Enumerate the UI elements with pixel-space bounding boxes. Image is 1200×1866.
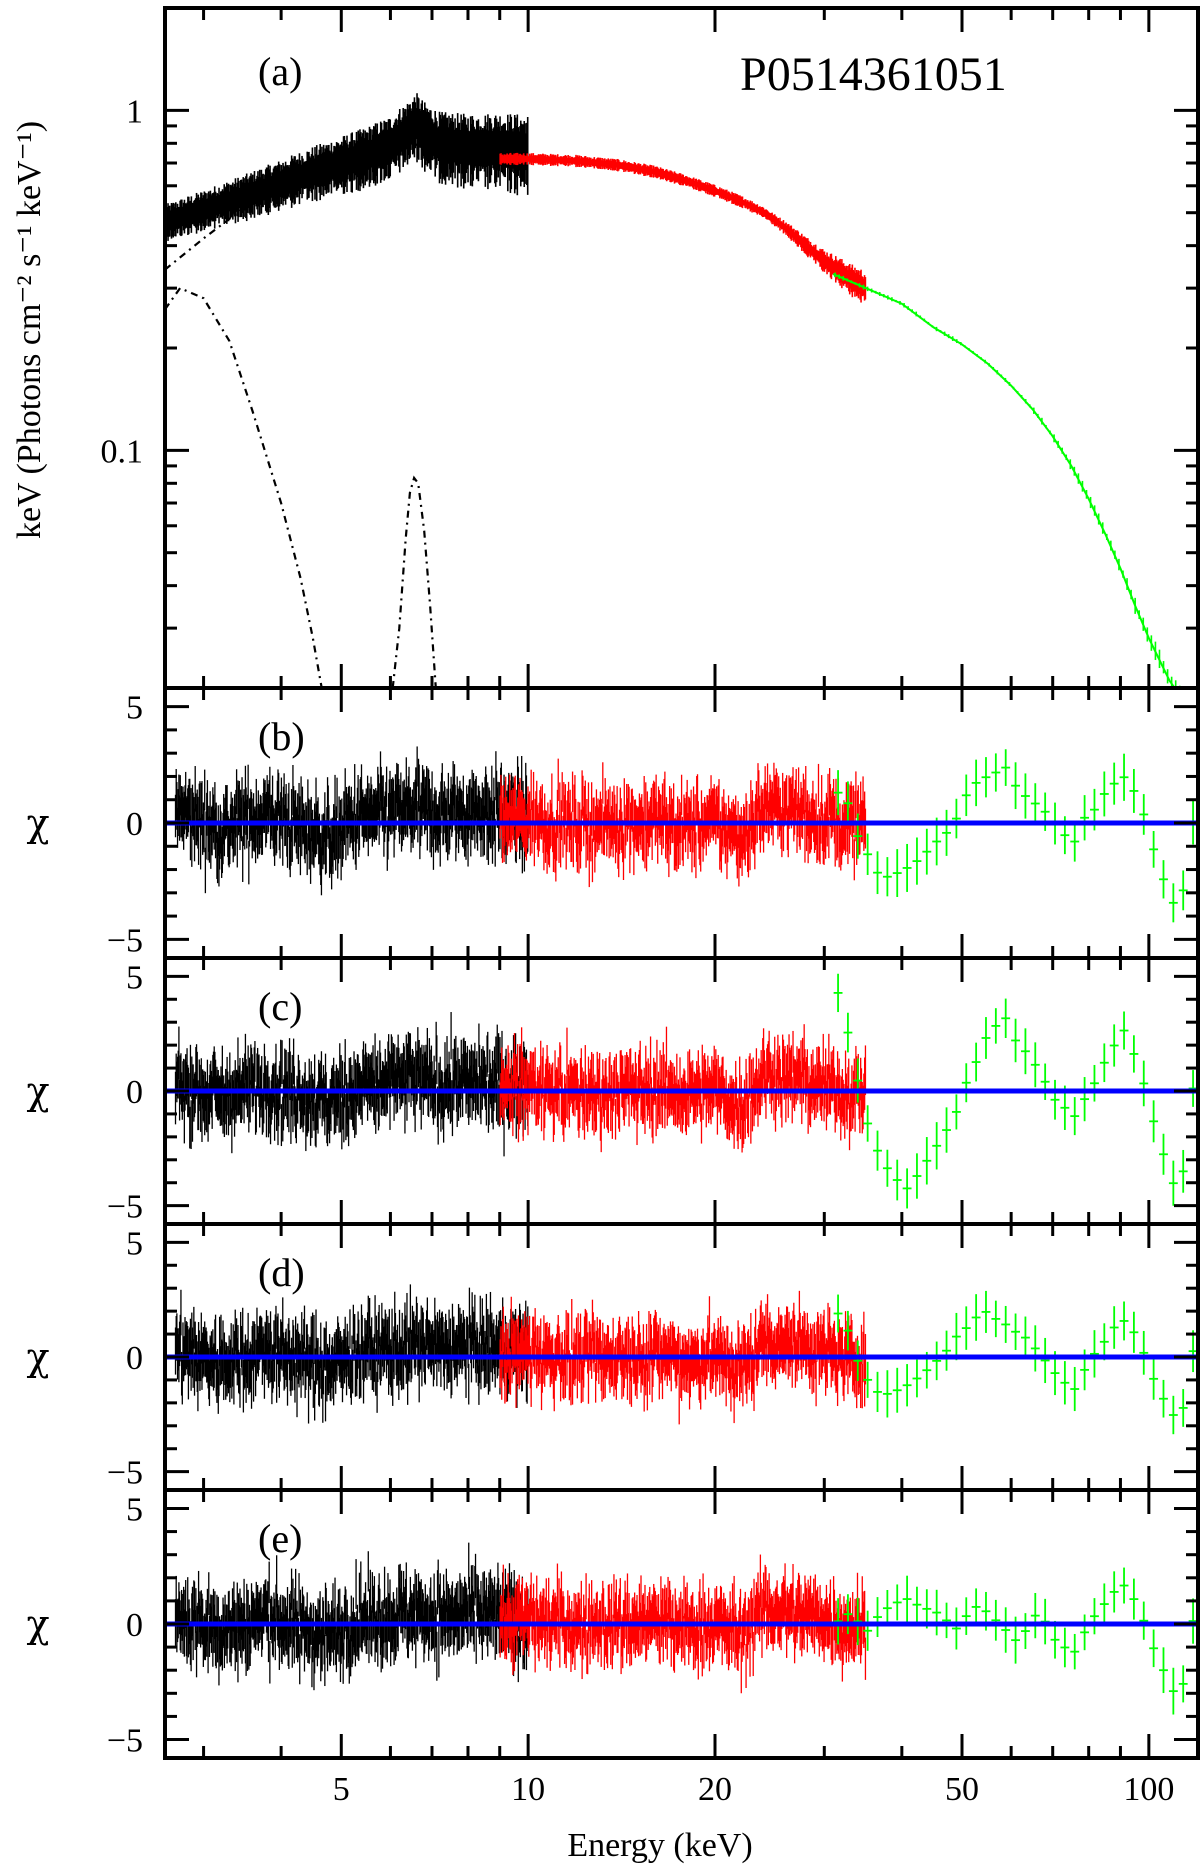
model-curve [165,286,323,688]
residual-panel-d: 5 0 −5 (d) χ [26,1222,1200,1492]
residual-data [174,746,1198,923]
y-tick-label: 0 [126,1340,143,1377]
panel-label-a: (a) [258,49,302,94]
model-curve [165,142,469,271]
y-axis-label-chi: χ [26,801,49,845]
panel-frame [163,6,1200,690]
y-tick-label: 5 [126,1225,143,1262]
y-tick-label: −5 [107,1189,143,1226]
residual-data [174,1542,1198,1715]
y-tick-label: 5 [126,690,143,727]
y-tick-label: −5 [107,1455,143,1492]
he-model-step [832,273,1176,688]
residual-panel-c: 5 0 −5 (c) χ [26,956,1200,1226]
y-tick-label: 0.1 [101,433,144,470]
spectrum-panel: 1 0.1 (a) [101,6,1200,690]
y-tick-label: −5 [107,922,143,959]
residual-data [174,1284,1198,1435]
y-tick-label: 5 [126,959,143,996]
residual-panel-b: 5 0 −5 (b) χ [26,686,1200,960]
y-tick-label: 1 [126,93,143,130]
y-tick-label: 0 [126,806,143,843]
y-tick-label: 0 [126,1074,143,1111]
panel-label: (d) [258,1250,305,1295]
model-curve [391,475,437,688]
y-axis-label-chi: χ [26,1069,49,1113]
y-axis-label-chi: χ [26,1335,49,1379]
panel-label: (b) [258,714,305,759]
panel-label: (c) [258,984,302,1029]
spectrum-data [165,93,1181,688]
